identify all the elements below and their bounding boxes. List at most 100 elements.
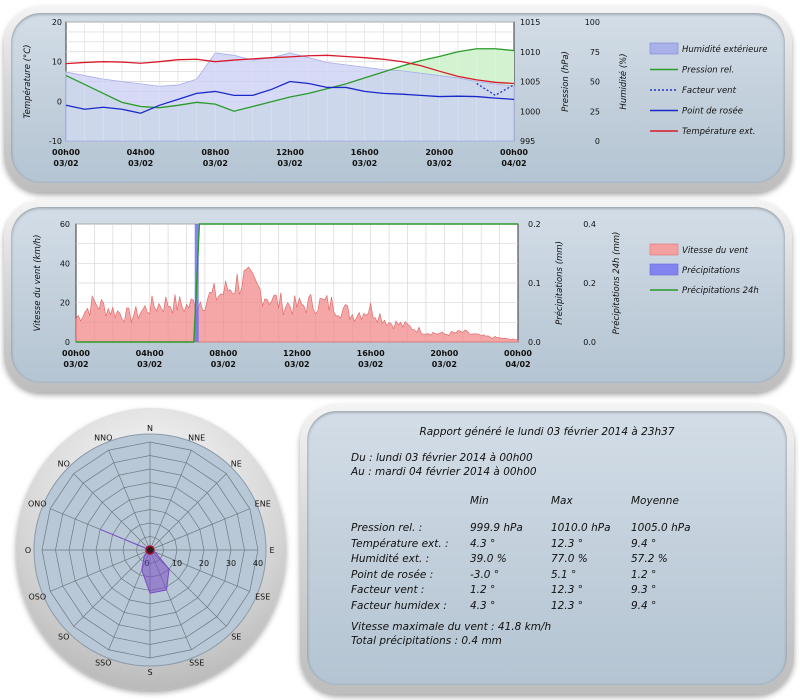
legend-label: Température ext. bbox=[682, 126, 755, 137]
y-left-tick: 0 bbox=[57, 97, 62, 106]
wind-rose-spoke bbox=[108, 450, 151, 551]
x-tick-date: 04/02 bbox=[505, 360, 530, 369]
legend-label: Précipitations 24h bbox=[682, 285, 759, 296]
x-tick-date: 03/02 bbox=[358, 360, 383, 369]
wind-rose-spoke bbox=[73, 549, 151, 627]
report-row-min: 39.0 % bbox=[470, 553, 507, 565]
y-right1-tick: 1000 bbox=[520, 107, 540, 116]
report-panel bbox=[300, 404, 794, 694]
temperature-line bbox=[65, 54, 515, 85]
legend-swatch bbox=[649, 42, 679, 55]
y-right1-label: Précipitations (mm) bbox=[554, 241, 565, 325]
legend-swatch bbox=[649, 243, 679, 256]
y-right1-tick: 995 bbox=[520, 137, 535, 146]
report-row-avg: 9.4 ° bbox=[631, 537, 657, 550]
wind-rose-svg: NNNENEENEEESESESSESSSOSOOSOOONONONNO0102… bbox=[25, 424, 275, 677]
report-to: Au : mardi 04 février 2014 à 00h00 bbox=[351, 466, 537, 478]
x-tick-time: 20h00 bbox=[430, 349, 458, 358]
y-right2-tick: 75 bbox=[590, 48, 600, 57]
chart2-svg: 0 20 40 60 0.0 0.1 0.2 0.0 0.2 0.4 Vitesse du vent… bbox=[33, 220, 759, 369]
wind-direction-label: ONO bbox=[28, 499, 47, 508]
x-tick-time: 00h00 bbox=[52, 148, 80, 157]
report-row-max: 1010.0 hPa bbox=[551, 522, 611, 534]
y-right1-tick: 1005 bbox=[520, 78, 540, 87]
x-tick-date: 03/02 bbox=[203, 159, 228, 168]
report-row-max: 12.3 ° bbox=[551, 584, 583, 596]
wind-direction-label: O bbox=[25, 546, 31, 555]
y-right1-tick: 0.2 bbox=[528, 220, 541, 229]
legend-label: Facteur vent bbox=[682, 86, 737, 96]
x-tick-date: 03/02 bbox=[211, 360, 236, 369]
wind-direction-label: SO bbox=[58, 632, 69, 641]
y-right2-tick: 0.4 bbox=[583, 220, 596, 229]
report-row-avg: 9.3 ° bbox=[631, 584, 657, 596]
wind-rose-series bbox=[99, 528, 170, 594]
wind-direction-label: NNE bbox=[188, 433, 205, 442]
y-right2-tick: 50 bbox=[590, 78, 600, 87]
x-tick-time: 20h00 bbox=[425, 148, 453, 157]
report-max-wind: Vitesse maximale du vent : 41.8 km/h bbox=[351, 621, 552, 633]
report-row-avg: 1005.0 hPa bbox=[631, 522, 691, 534]
wind-direction-label: NO bbox=[58, 460, 70, 469]
report-row-min: -3.0 ° bbox=[470, 568, 500, 581]
y-left-tick: 60 bbox=[60, 220, 70, 229]
report-row-label: Facteur humidex : bbox=[351, 599, 447, 612]
report-header-max: Max bbox=[551, 495, 573, 507]
y-right1-tick: 0.1 bbox=[528, 279, 541, 288]
report-row-label: Pression rel. : bbox=[351, 522, 423, 534]
report-row-max: 5.1 ° bbox=[551, 568, 577, 581]
x-tick-time: 16h00 bbox=[351, 148, 379, 157]
wind-direction-label: SSO bbox=[95, 659, 111, 668]
report-row-max: 12.3 ° bbox=[551, 599, 583, 612]
wind-direction-label: NE bbox=[231, 460, 242, 469]
report-row-min: 4.3 ° bbox=[470, 537, 496, 550]
y-right1-tick: 0.0 bbox=[528, 338, 541, 347]
x-tick-time: 04h00 bbox=[136, 349, 164, 358]
y-left-tick: -10 bbox=[49, 137, 62, 146]
x-tick-date: 03/02 bbox=[137, 360, 162, 369]
y-left-tick: 10 bbox=[52, 58, 62, 67]
x-tick-date: 03/02 bbox=[352, 159, 377, 168]
report-row-min: 4.3 ° bbox=[470, 599, 496, 612]
wind-ring-label: 40 bbox=[253, 559, 263, 568]
wind-chill-line bbox=[476, 82, 515, 97]
y-left-label: Température (°C) bbox=[22, 45, 33, 119]
y-left-tick: 20 bbox=[52, 18, 62, 27]
y-right2-tick: 0.2 bbox=[583, 279, 596, 288]
y-right2-label: Humidité (%) bbox=[618, 53, 629, 109]
report-row-label: Humidité ext. : bbox=[351, 553, 430, 565]
report-header-min: Min bbox=[470, 495, 489, 507]
report-row-label: Facteur vent : bbox=[351, 584, 425, 596]
x-tick-time: 00h00 bbox=[62, 349, 90, 358]
wind-rose-spoke bbox=[149, 508, 250, 551]
report-row-label: Point de rosée : bbox=[351, 568, 434, 581]
x-tick-date: 03/02 bbox=[284, 360, 309, 369]
wind-rose-spoke bbox=[50, 549, 151, 592]
report-row-max: 77.0 % bbox=[551, 553, 588, 565]
precip24-line bbox=[76, 223, 518, 343]
x-tick-time: 16h00 bbox=[357, 349, 385, 358]
legend-label: Point de rosée bbox=[682, 106, 743, 117]
x-tick-time: 08h00 bbox=[209, 349, 237, 358]
y-right2-tick: 0 bbox=[595, 137, 600, 146]
x-tick-date: 03/02 bbox=[53, 159, 78, 168]
y-right1-label: Pression (hPa) bbox=[561, 51, 571, 112]
wind-direction-label: S bbox=[147, 668, 152, 677]
x-tick-time: 12h00 bbox=[283, 349, 311, 358]
wind-rose-center bbox=[145, 545, 155, 555]
wind-direction-label: NNO bbox=[94, 433, 112, 442]
y-left-tick: 40 bbox=[60, 259, 70, 268]
x-tick-time: 08h00 bbox=[201, 148, 229, 157]
pressure-line bbox=[65, 48, 515, 112]
x-tick-time: 00h00 bbox=[504, 349, 532, 358]
report-row-label: Température ext. : bbox=[351, 537, 449, 550]
wind-direction-label: ENE bbox=[255, 499, 271, 508]
y-right1-tick: 1010 bbox=[520, 48, 540, 57]
x-tick-time: 04h00 bbox=[127, 148, 155, 157]
wind-direction-label: SE bbox=[231, 632, 241, 641]
report-row-max: 12.3 ° bbox=[551, 537, 583, 550]
x-tick-time: 12h00 bbox=[276, 148, 304, 157]
wind-area bbox=[75, 266, 519, 343]
legend-label: Précipitations bbox=[682, 265, 740, 276]
legend-label: Pression rel. bbox=[682, 66, 734, 76]
